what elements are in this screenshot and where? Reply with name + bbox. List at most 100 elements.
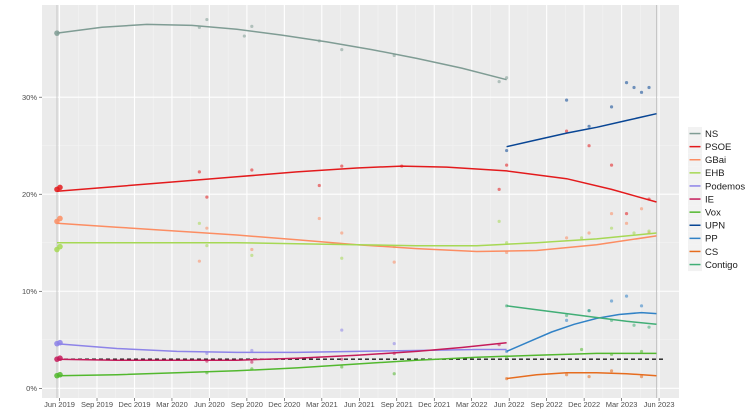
poll-point-upn	[587, 124, 591, 128]
poll-point-ns	[242, 34, 246, 38]
poll-point-psoe	[497, 187, 501, 191]
poll-point-psoe	[505, 163, 509, 167]
poll-point-upn	[505, 148, 509, 153]
x-axis: Jun 2019 Sep 2019 Dec 2019 Mar 2020 Jun 2020…	[44, 398, 675, 409]
poll-point-psoe	[609, 163, 614, 167]
poll-point-gbai	[205, 226, 209, 230]
poll-point-vox	[392, 372, 396, 376]
x-tick-label: Dec 2019	[118, 400, 150, 409]
x-tick-label: Sep 2022	[531, 400, 563, 409]
poll-point-ehb	[197, 221, 201, 225]
trend-line-podemos	[56, 342, 507, 354]
x-tick-label: Mar 2023	[606, 400, 638, 409]
legend-label-gbai: GBai	[705, 155, 726, 166]
poll-point-psoe	[340, 164, 344, 168]
poll-point-ns	[505, 76, 509, 80]
grid-lines	[42, 5, 679, 398]
poll-point-ns	[205, 17, 209, 22]
poll-point-gbai	[609, 212, 614, 216]
poll-point-upn	[632, 85, 636, 90]
x-tick-label: Jun 2022	[494, 400, 525, 409]
poll-point-contigo	[647, 325, 651, 329]
legend-label-vox: Vox	[705, 207, 721, 218]
legend-label-ehb: EHB	[705, 168, 725, 179]
poll-point-vox	[639, 349, 644, 354]
poll-point-pp	[609, 299, 614, 303]
poll-point-ehb	[250, 253, 254, 257]
x-tick-label: Dec 2022	[568, 400, 600, 409]
poll-point-psoe	[250, 168, 254, 172]
x-tick-label: Jun 2021	[344, 400, 375, 409]
poll-point-ehb	[205, 244, 209, 248]
poll-point-gbai	[197, 259, 201, 263]
poll-point-psoe	[57, 184, 63, 191]
trend-line-ie	[56, 341, 507, 361]
y-tick-label: 20%	[22, 190, 37, 199]
legend-label-contigo: Contigo	[705, 260, 738, 271]
trend-line-ehb	[57, 232, 657, 247]
legend-label-ns: NS	[705, 129, 718, 140]
poll-point-cs	[587, 375, 591, 379]
trend-lines	[56, 23, 657, 380]
poll-point-pp	[564, 318, 569, 322]
x-tick-label: Dec 2021	[418, 400, 450, 409]
x-tick-label: Jun 2019	[44, 400, 75, 409]
trend-line-vox	[56, 352, 657, 377]
trend-line-upn	[506, 112, 657, 148]
trend-line-ns	[56, 23, 507, 81]
poll-point-ehb	[609, 226, 614, 230]
x-tick-label: Sep 2020	[231, 400, 263, 409]
trend-line-contigo	[506, 305, 657, 326]
poll-points	[54, 17, 651, 381]
x-tick-label: Jun 2020	[194, 400, 225, 409]
poll-point-ehb	[497, 219, 501, 223]
poll-point-upn	[564, 98, 569, 102]
poll-point-gbai	[624, 221, 629, 225]
poll-point-gbai	[392, 260, 396, 264]
poll-point-ie	[57, 355, 63, 362]
poll-point-ehb	[579, 236, 584, 240]
legend-label-pp: PP	[705, 234, 718, 245]
legend-label-psoe: PSOE	[705, 142, 731, 153]
poll-point-psoe	[197, 170, 201, 174]
poll-point-upn	[609, 105, 614, 109]
y-tick-label: 0%	[26, 384, 37, 393]
poll-point-psoe	[205, 195, 209, 199]
poll-point-psoe	[587, 144, 591, 148]
poll-point-ns	[250, 24, 254, 28]
x-tick-label: Sep 2021	[381, 400, 413, 409]
legend: NS PSOE GBai EHB Podemos IE Vox UPN PP CS Contigo	[688, 127, 745, 272]
poll-point-gbai	[57, 215, 63, 222]
x-tick-label: Dec 2020	[268, 400, 300, 409]
poll-point-cs	[639, 375, 644, 379]
poll-point-ehb	[647, 229, 651, 233]
legend-label-upn: UPN	[705, 221, 725, 232]
poll-point-cs	[609, 369, 614, 373]
trend-line-psoe	[56, 165, 657, 203]
poll-point-psoe	[564, 129, 569, 133]
poll-point-ns	[54, 30, 60, 36]
poll-point-pp	[639, 304, 644, 308]
poll-point-gbai	[639, 207, 644, 211]
poll-point-podemos	[250, 348, 254, 353]
poll-point-upn	[647, 85, 651, 90]
x-tick-label: Mar 2020	[156, 400, 188, 409]
legend-label-cs: CS	[705, 247, 718, 258]
y-tick-label: 10%	[22, 287, 37, 296]
y-tick-label: 30%	[22, 93, 37, 102]
legend-label-podemos: Podemos	[705, 181, 745, 192]
trend-line-cs	[506, 372, 657, 380]
poll-point-podemos	[340, 328, 344, 332]
poll-point-ehb	[340, 256, 344, 260]
poll-point-upn	[639, 90, 644, 94]
poll-point-vox	[579, 347, 584, 352]
poll-point-cs	[564, 373, 569, 377]
poll-point-upn	[624, 81, 629, 85]
poll-point-vox	[57, 371, 63, 378]
x-tick-label: Jun 2023	[644, 400, 675, 409]
poll-point-psoe	[624, 212, 629, 216]
poll-point-contigo	[587, 309, 591, 313]
poll-point-gbai	[587, 231, 591, 235]
x-tick-label: Mar 2022	[456, 400, 488, 409]
